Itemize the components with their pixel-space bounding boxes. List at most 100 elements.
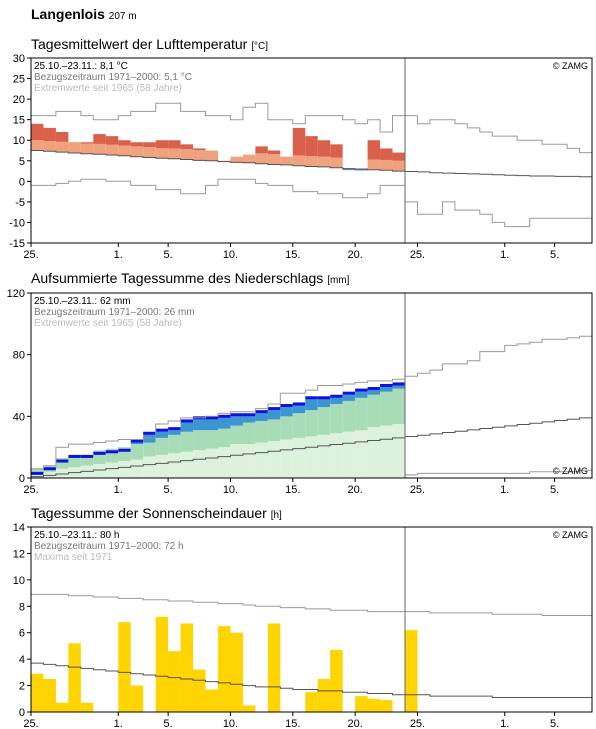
- precip-bar-above: [355, 388, 368, 392]
- info-line-3: Extremwerte seit 1965 (58 Jahre): [34, 83, 182, 94]
- info-line-1: 25.10.–23.11.: 80 h: [34, 530, 119, 541]
- y-tick-label: 15: [13, 115, 25, 127]
- precip-bar-mid: [205, 419, 218, 431]
- x-tick-label: 5.: [550, 484, 559, 496]
- temperature-bar: [43, 141, 56, 152]
- y-tick-label: 6: [19, 628, 25, 640]
- x-tick-label: 5.: [550, 718, 559, 729]
- temperature-bar: [118, 145, 131, 156]
- precip-band-lower: [255, 442, 268, 478]
- temperature-bar-above: [255, 146, 268, 154]
- temperature-bar-above: [105, 136, 119, 145]
- sunshine-bar: [317, 678, 331, 712]
- temperature-bar: [292, 155, 306, 166]
- plot-frame: [30, 526, 593, 713]
- precip-band-lower: [105, 462, 119, 478]
- temperature-bar: [93, 143, 106, 155]
- precipitation-chart-title: Aufsummierte Tagessumme des Niederschlag…: [31, 270, 349, 286]
- sunshine-bar: [242, 705, 256, 712]
- precip-band-upper: [380, 391, 393, 426]
- plot-frame: [30, 57, 593, 244]
- sunshine-bar: [168, 651, 181, 712]
- precip-band-upper: [292, 413, 306, 438]
- sunshine-bar: [330, 649, 343, 712]
- precip-band-upper: [180, 431, 194, 452]
- precip-bar-above: [292, 402, 306, 406]
- y-tick-label: 20: [13, 94, 25, 106]
- info-line-3: Maxima seit 1971: [34, 552, 113, 563]
- precipitation-title-text: Aufsummierte Tagessumme des Niederschlag…: [31, 270, 324, 286]
- temperature-bar: [230, 156, 243, 163]
- temperature-chart-title: Tagesmittelwert der Lufttemperatur [°C]: [31, 36, 268, 52]
- precip-band-upper: [392, 388, 405, 425]
- precip-bar-above: [267, 407, 281, 411]
- precip-band-upper: [342, 400, 356, 432]
- precip-bar-mid: [218, 417, 231, 429]
- precip-bar-level: [55, 459, 69, 463]
- x-tick-label: 20.: [347, 484, 362, 496]
- precip-bar-mid: [367, 390, 381, 395]
- precip-band-upper: [168, 434, 181, 454]
- sunshine-bar: [267, 623, 281, 712]
- temperature-bar-above: [392, 152, 405, 161]
- precip-band-lower: [155, 454, 169, 478]
- temperature-bar-above: [80, 142, 94, 144]
- temperature-bar-above: [317, 140, 331, 157]
- x-tick-label: 25.: [23, 484, 38, 496]
- station-header: Langenlois 207 m: [31, 6, 137, 22]
- precip-bar-mid: [180, 422, 194, 432]
- x-tick-label: 10.: [223, 718, 238, 729]
- precip-band-upper: [80, 454, 94, 466]
- precip-bar-above: [330, 394, 343, 398]
- precip-band-upper: [68, 456, 81, 468]
- x-tick-label: 25.: [23, 718, 38, 729]
- temperature-bar-above: [155, 140, 169, 149]
- precip-band-lower: [130, 459, 144, 478]
- sunshine-bar: [193, 669, 206, 712]
- sunshine-bar: [31, 673, 44, 712]
- precip-band-upper: [155, 437, 169, 455]
- sunshine-chart-title: Tagessumme der Sonnenscheindauer [h]: [31, 505, 282, 521]
- precip-band-upper: [55, 457, 69, 469]
- precip-bar-above: [242, 413, 256, 417]
- sunshine-bar: [55, 702, 69, 712]
- precip-band-lower: [218, 447, 231, 478]
- y-tick-label: 0: [19, 176, 25, 188]
- precip-bar-mid: [255, 413, 268, 421]
- precip-band-upper: [205, 430, 218, 449]
- precip-bar-above: [230, 413, 243, 417]
- y-tick-label: 12: [13, 548, 25, 560]
- temperature-bar: [155, 148, 169, 159]
- temperature-bar-above: [43, 127, 56, 142]
- precip-bar-above: [380, 383, 393, 388]
- x-tick-label: 5.: [164, 249, 173, 261]
- precip-band-lower: [230, 444, 243, 478]
- x-tick-label: 10.: [223, 484, 238, 496]
- x-tick-label: 20.: [347, 718, 362, 729]
- precip-bar-above: [317, 396, 331, 400]
- precip-bar-above: [218, 414, 231, 418]
- temperature-bar-above: [193, 148, 206, 151]
- temperature-bar: [280, 156, 293, 165]
- sunshine-bar: [367, 698, 381, 712]
- precip-bar-mid: [330, 397, 343, 404]
- temperature-bar: [180, 149, 194, 160]
- precip-bar-above: [367, 387, 381, 391]
- y-tick-label: -10: [9, 217, 25, 229]
- precip-bar-mid: [155, 431, 169, 438]
- x-tick-label: 15.: [285, 249, 300, 261]
- precip-bar-mid: [380, 387, 393, 392]
- temperature-bar-below: [355, 169, 368, 171]
- station-name: Langenlois: [31, 6, 105, 22]
- precip-band-lower: [118, 461, 131, 478]
- precip-bar-mid: [168, 430, 181, 435]
- info-line-1: 25.10.–23.11.: 8,1 °C: [34, 61, 128, 72]
- precipitation-unit: [mm]: [327, 275, 350, 286]
- precip-band-lower: [380, 425, 393, 478]
- temperature-bar-above: [305, 136, 318, 157]
- sunshine-bar: [205, 689, 218, 712]
- temperature-bar-above: [55, 132, 69, 142]
- precip-band-upper: [317, 407, 331, 435]
- precip-bar-level: [31, 471, 44, 475]
- info-line-2: Bezugszeitraum 1971–2000: 26 mm: [34, 307, 195, 318]
